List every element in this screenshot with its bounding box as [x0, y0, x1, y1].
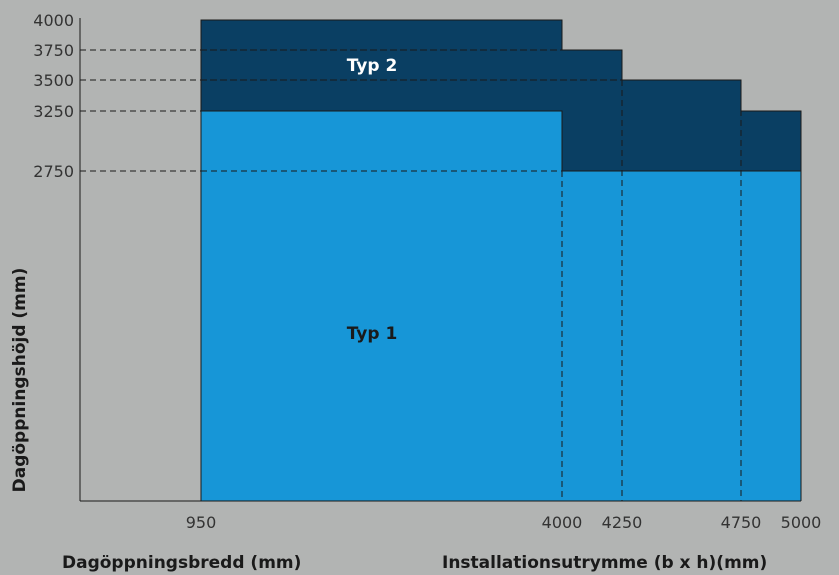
x-tick-label-4750: 4750: [721, 513, 762, 532]
typ1-label: Typ 1: [347, 324, 398, 344]
typ2-label: Typ 2: [347, 56, 398, 76]
typ1-bar-1: [562, 171, 801, 501]
y-tick-label-3500: 3500: [33, 71, 74, 90]
x-tick-label-5000: 5000: [781, 513, 822, 532]
axes-layer: [79, 18, 801, 502]
y-tick-label-2750: 2750: [33, 162, 74, 181]
tick-labels-layer: 4000 3750 3500 3250 2750 950 4000 4250 4750 5000: [33, 11, 821, 532]
x-tick-label-4250: 4250: [602, 513, 643, 532]
x-axis-title-secondary: Installationsutrymme (b x h)(mm): [442, 553, 767, 573]
typ1-bar-0: [201, 111, 562, 501]
type-boundary-line: [201, 110, 801, 172]
y-tick-label-4000: 4000: [33, 11, 74, 30]
x-tick-label-950: 950: [186, 513, 217, 532]
y-tick-label-3750: 3750: [33, 41, 74, 60]
y-axis-title: Dagöppningshöjd (mm): [10, 268, 30, 493]
regions-layer: [200, 19, 802, 501]
x-tick-label-4000: 4000: [542, 513, 583, 532]
x-axis-title: Dagöppningsbredd (mm): [62, 553, 301, 573]
guide-lines-layer: [80, 49, 742, 501]
y-tick-label-3250: 3250: [33, 102, 74, 121]
region-labels-layer: Typ 2 Typ 1: [347, 56, 398, 344]
